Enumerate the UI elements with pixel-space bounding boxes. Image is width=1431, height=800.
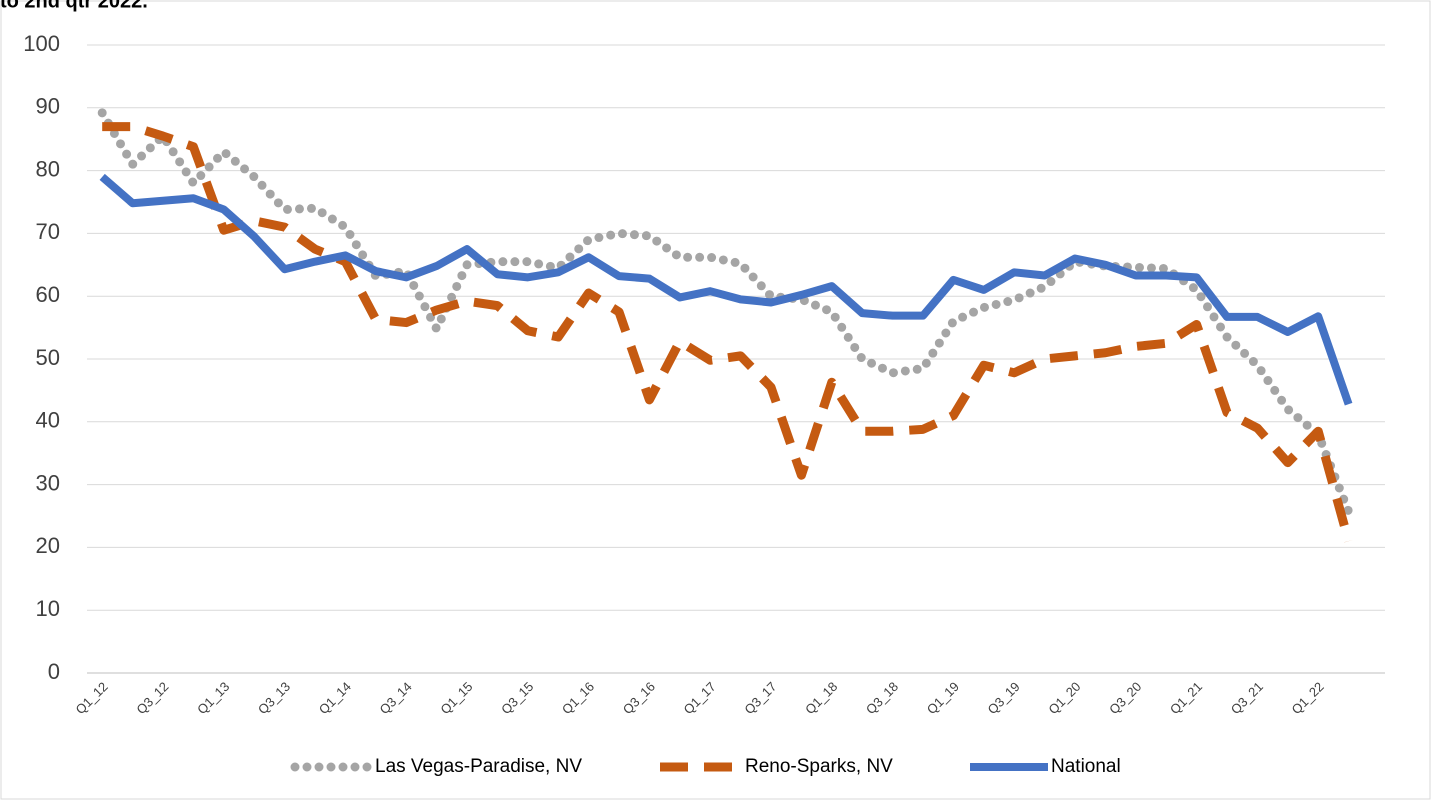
y-tick-label: 10 [36,596,60,621]
y-tick-label: 100 [23,31,60,56]
series-line [97,108,1354,517]
y-tick-label: 80 [36,156,60,181]
y-tick-label: 20 [36,533,60,558]
legend-label: Las Vegas-Paradise, NV [375,756,582,777]
y-tick-label: 70 [36,219,60,244]
series-line [102,122,1353,543]
y-tick-label: 90 [36,94,60,119]
series-line [99,173,1353,406]
chart-title: to 2nd qtr 2022. [0,0,148,12]
y-tick-label: 60 [36,282,60,307]
y-tick-label: 30 [36,470,60,495]
legend-label: Reno-Sparks, NV [745,756,893,777]
y-tick-label: 0 [48,659,60,684]
y-tick-label: 50 [36,345,60,370]
legend-label: National [1051,756,1121,777]
y-tick-label: 40 [36,408,60,433]
